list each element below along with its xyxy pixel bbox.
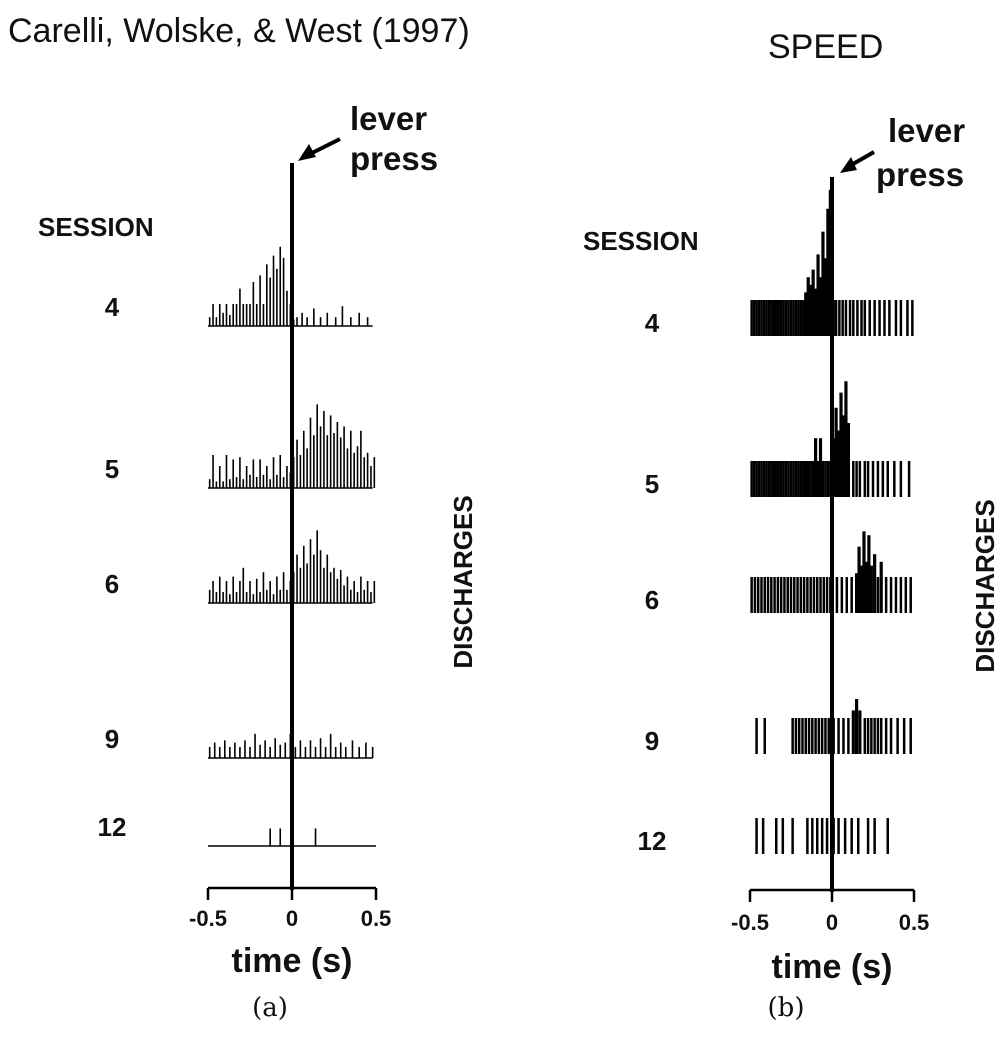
panel-a-marks: [208, 246, 376, 847]
panel-b-marks: [750, 189, 914, 854]
panel-a-session-label: 9: [105, 724, 119, 754]
panel-a-y-axis-label: DISCHARGES: [448, 495, 478, 668]
panel-b-session-label: 6: [645, 585, 659, 615]
panel-b-x-axis-label: time (s): [772, 948, 893, 986]
panel-a-row-title: SESSION: [38, 212, 154, 242]
panel-a-x-axis-label: time (s): [232, 942, 353, 980]
panel-b-session-label: 9: [645, 726, 659, 756]
panel-a-session-label: 12: [98, 812, 127, 842]
panel-a-x-tick-label: -0.5: [189, 906, 227, 931]
panel-a-session-labels: 4 5 6 9 12: [98, 292, 127, 842]
panel-b-session-label: 12: [638, 826, 667, 856]
panel-a-x-axis: -0.5 0 0.5: [189, 886, 392, 931]
panel-b-x-axis: -0.5 0 0.5: [731, 888, 930, 935]
panel-a-caption-label: (a): [252, 993, 288, 1023]
panel-b-session-label: 4: [645, 308, 660, 338]
panel-a-session-label: 5: [105, 454, 119, 484]
panel-a: lever press SESSION 4 5 6 9 12 DISCHARGES -0…: [38, 100, 478, 1023]
panel-b-event-label-line1: lever: [888, 112, 965, 149]
condition-title: SPEED: [768, 28, 883, 66]
panel-b-x-tick-label: -0.5: [731, 910, 769, 935]
panel-a-session-label: 4: [105, 292, 120, 322]
panel-b-event-label-line2: press: [876, 156, 964, 193]
panel-a-session-label: 6: [105, 569, 119, 599]
panel-a-x-tick-label: 0.5: [361, 906, 392, 931]
panel-a-event-label-line1: lever: [350, 100, 427, 137]
panel-b-row-title: SESSION: [583, 226, 699, 256]
panel-b-x-tick-label: 0: [826, 910, 838, 935]
panel-b-session-labels: 4 5 6 9 12: [638, 308, 667, 856]
panel-a-x-tick-label: 0: [286, 906, 298, 931]
panel-b-event-arrow: [840, 150, 875, 173]
panel-a-event-arrow: [298, 137, 341, 161]
panel-b: lever press SESSION 4 5 6 9 12 DISCHARGES -0…: [583, 112, 997, 1023]
panel-b-x-tick-label: 0.5: [899, 910, 930, 935]
panel-b-caption-label: (b): [768, 993, 805, 1023]
panel-a-event-label-line2: press: [350, 140, 438, 177]
panel-b-y-axis-label: DISCHARGES: [970, 499, 997, 672]
citation-title: Carelli, Wolske, & West (1997): [8, 12, 470, 50]
panel-b-session-label: 5: [645, 469, 659, 499]
